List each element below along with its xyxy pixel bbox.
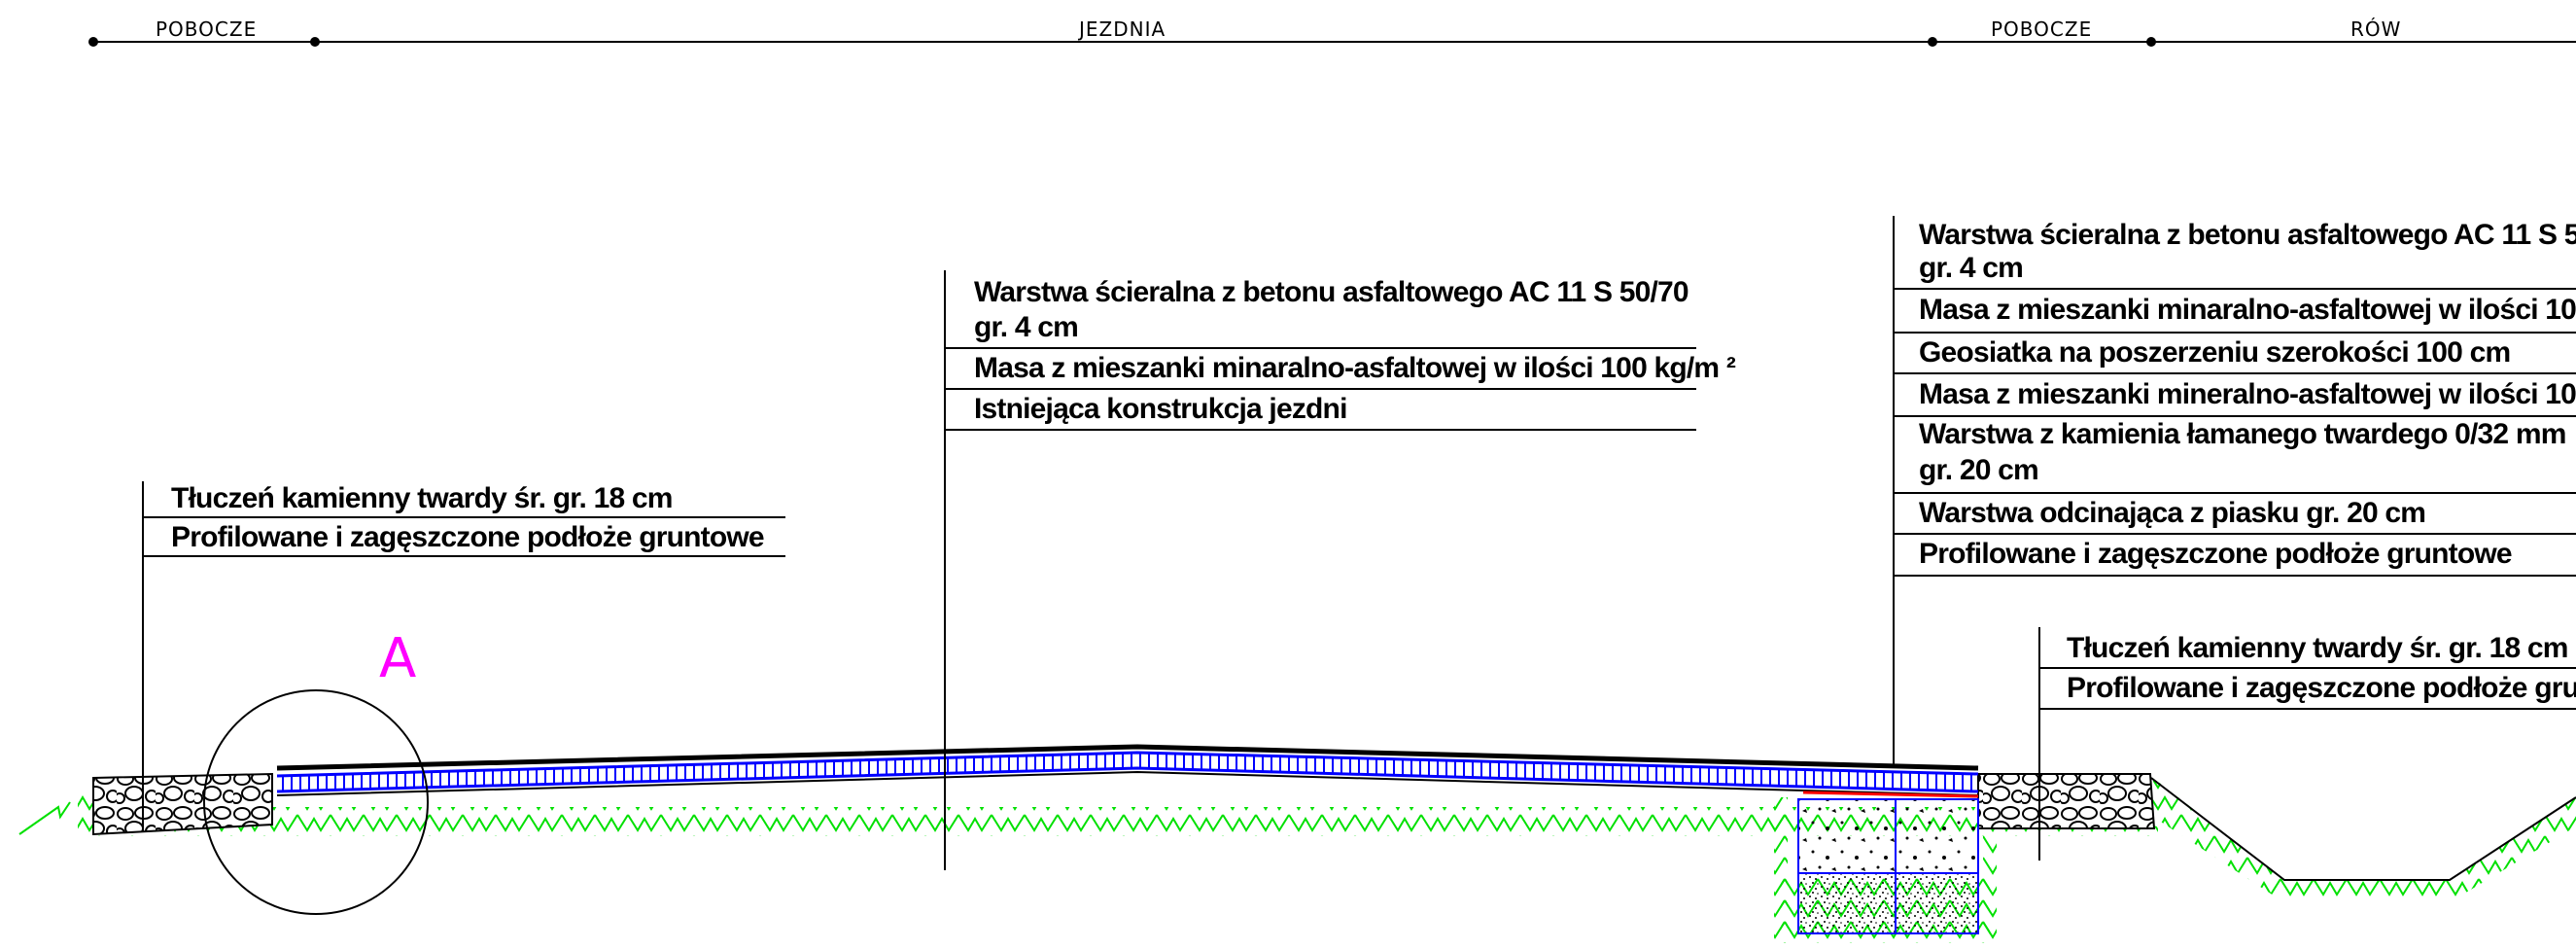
header-label-right-shoulder: POBOCZE (1991, 18, 2093, 41)
dimension-line (88, 37, 2576, 47)
roadway-pavement (276, 744, 1979, 798)
callout-widening-line-2: gr. 4 cm (1919, 252, 2024, 284)
callout-roadway-line-4: Istniejąca konstrukcja jezdni (974, 393, 1347, 425)
left-shoulder-stones (92, 772, 273, 836)
right-shoulder-stones (1977, 773, 2156, 829)
widening-layers (1797, 798, 1979, 934)
callout-widening-line-6: Warstwa z kamienia łamanego twardego 0/3… (1919, 418, 2566, 450)
callout-right-shoulder-line-2: Profilowane i zagęszczone podłoże grun (2067, 672, 2576, 704)
callout-left-shoulder-line-2: Profilowane i zagęszczone podłoże grunto… (171, 521, 765, 553)
callout-left-shoulder-line-1: Tłuczeń kamienny twardy śr. gr. 18 cm (171, 482, 673, 514)
ground-hatching (18, 778, 2576, 943)
callout-right-shoulder-line-1: Tłuczeń kamienny twardy śr. gr. 18 cm (2067, 632, 2568, 664)
header-label-roadway: JEZDNIA (1079, 18, 1166, 41)
callout-widening-line-4: Geosiatka na poszerzeniu szerokości 100 … (1919, 336, 2511, 369)
callout-widening-line-1: Warstwa ścieralna z betonu asfaltowego A… (1919, 219, 2576, 251)
callout-widening-line-3: Masa z mieszanki minaralno-asfaltowej w … (1919, 294, 2576, 326)
callout-widening-line-8: Warstwa odcinająca z piasku gr. 20 cm (1919, 497, 2426, 529)
detail-marker-a: A (379, 627, 417, 690)
leader-lines (142, 216, 2576, 870)
header-label-left-shoulder: POBOCZE (156, 18, 258, 41)
callout-widening-line-9: Profilowane i zagęszczone podłoże grunto… (1919, 538, 2513, 570)
ditch-outline (2150, 777, 2576, 881)
callout-roadway-line-3: Masa z mieszanki minaralno-asfaltowej w … (974, 352, 1736, 384)
header-label-ditch: RÓW (2350, 18, 2402, 41)
callout-widening-line-7: gr. 20 cm (1919, 454, 2039, 486)
callout-roadway-line-1: Warstwa ścieralna z betonu asfaltowego A… (974, 276, 1689, 308)
callout-widening-line-5: Masa z mieszanki mineralno-asfaltowej w … (1919, 378, 2576, 410)
detail-circle-a (203, 689, 429, 915)
callout-roadway-line-2: gr. 4 cm (974, 311, 1079, 343)
